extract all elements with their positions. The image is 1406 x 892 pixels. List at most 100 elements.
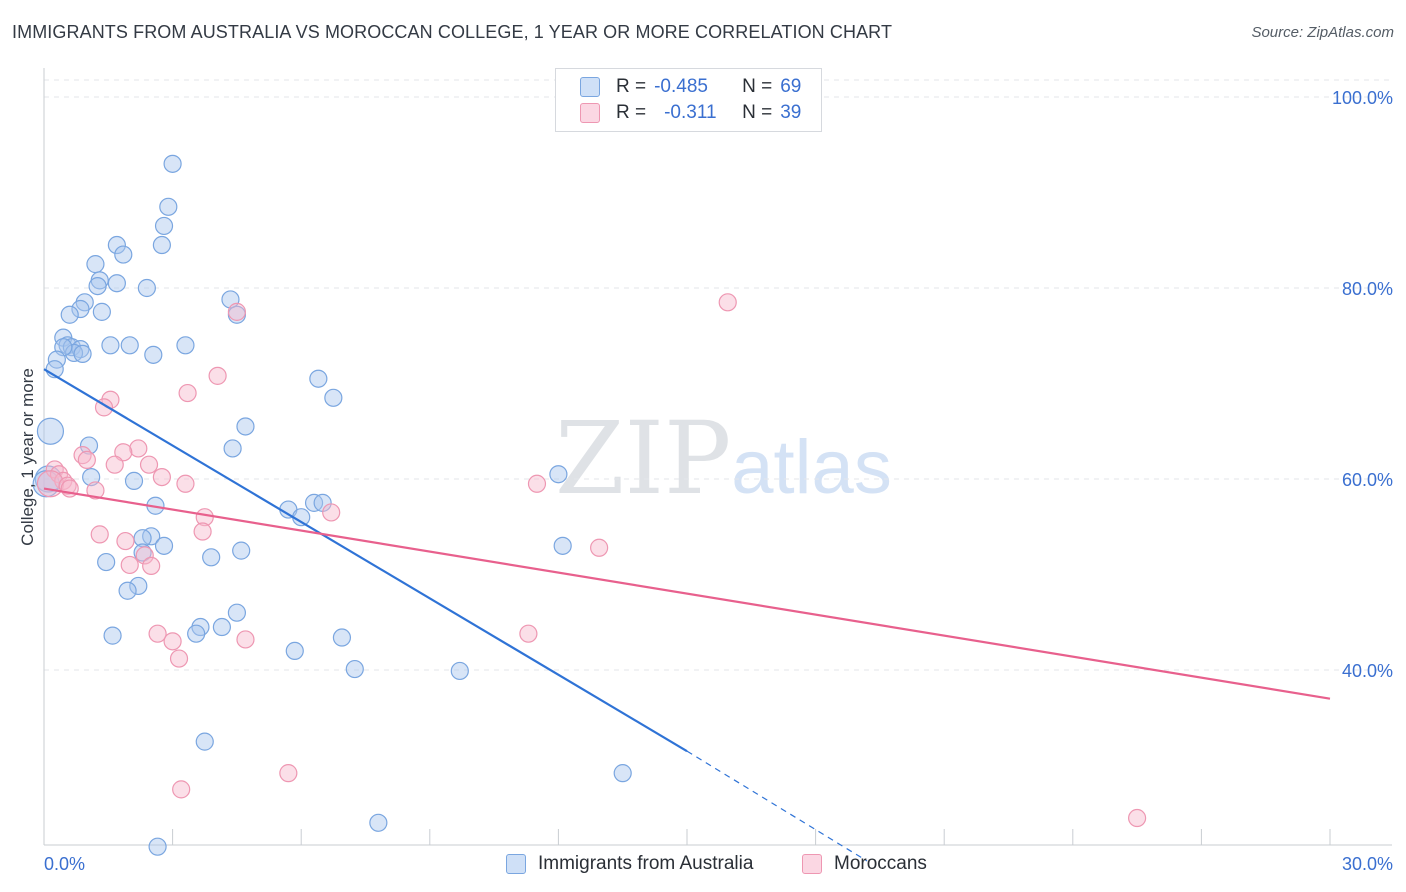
moroccans-trend-line [43,487,1331,700]
moroccans-point [1127,808,1147,828]
australia-point [82,467,101,487]
moroccans-point [279,764,298,783]
y-tick-label: 80.0% [1342,279,1393,299]
y-axis-label: College, 1 year or more [18,368,37,546]
legend-n-value: 69 [780,76,802,97]
moroccans-point [148,624,167,643]
moroccans-point [227,302,246,321]
y-tick-label: 40.0% [1342,661,1393,681]
source-label: Source: ZipAtlas.com [1251,24,1394,41]
australia-point [176,336,195,355]
australia-point [124,471,144,491]
australia-point [212,617,231,637]
legend-r-label: R = [616,76,647,97]
bottom-legend-australia: Immigrants from Australia [506,852,753,876]
australia-point [144,345,163,364]
legend-n-label: N = [742,102,773,123]
australia-point [332,628,352,647]
australia-point [223,439,242,458]
moroccans-point [236,630,255,649]
legend-r-value: -0.485 [654,76,708,97]
australia-point [152,235,171,255]
australia-point [232,541,251,560]
bottom-legend-swatch-australia [506,854,526,874]
moroccans-point [139,455,159,474]
australia-point [86,255,105,274]
australia-point [97,552,116,572]
moroccans-point [193,522,212,541]
australia-point [154,536,174,555]
legend-n-value: 39 [780,102,802,123]
australia-point [36,417,65,445]
australia-point [187,624,206,643]
moroccans-point [163,632,182,651]
legend-row-moroccans: R = -0.311 N = 39 [580,101,801,125]
bottom-legend-moroccans: Moroccans [802,852,927,876]
australia-point [285,641,304,661]
moroccans-point [114,443,133,462]
legend-r-value: -0.311 [664,102,717,123]
australia-point [159,197,178,216]
bottom-legend-swatch-moroccans [802,854,822,874]
moroccans-point [176,474,195,493]
moroccans-point [58,476,77,495]
australia-point [114,245,133,264]
x-tick-label: 30.0% [1342,854,1393,874]
australia-point [34,465,62,493]
legend-row-australia: R = -0.485 N = 69 [580,75,801,99]
australia-point [236,417,255,436]
australia-trend-line [43,368,688,753]
australia-point [369,813,388,832]
australia-point [195,732,214,751]
australia-point [137,278,156,298]
y-tick-label: 100.0% [1332,88,1393,108]
australia-point [133,543,152,562]
moroccans-point [116,531,135,551]
moroccans-point [86,481,105,500]
moroccans-point [527,474,547,493]
moroccans-point [135,546,154,565]
y-tick-label: 60.0% [1342,470,1393,490]
chart-title: IMMIGRANTS FROM AUSTRALIA VS MOROCCAN CO… [12,22,893,42]
moroccans-point [718,293,737,312]
australia-point [107,274,126,293]
stats-legend: R = -0.485 N = 69 R = -0.311 N = 39 [555,68,822,132]
australia-point [549,465,568,484]
legend-swatch-australia [580,77,600,97]
moroccans-point [172,780,191,799]
moroccans-point [169,649,189,668]
legend-r-label: R = [616,102,647,123]
moroccans-point [90,525,109,544]
moroccans-point [105,455,124,474]
australia-point [129,576,148,596]
australia-point [103,626,122,645]
australia-point [101,336,120,355]
australia-point [613,764,632,783]
watermark: ZIPatlas [555,400,892,517]
watermark-zip: ZIP [555,400,732,517]
moroccans-point [322,503,341,522]
australia-point [71,299,90,319]
australia-point [202,548,221,567]
australia-point [118,581,137,600]
moroccans-point [590,538,609,557]
legend-n-label: N = [742,76,773,97]
australia-point [324,388,343,407]
australia-point [107,235,126,255]
moroccans-point [142,556,161,576]
legend-swatch-moroccans [580,103,600,123]
australia-point [79,436,99,455]
australia-point [92,302,111,321]
moroccans-point [519,624,538,643]
australia-point [60,305,79,324]
x-tick-label: 0.0% [44,854,85,874]
bottom-legend-label-australia: Immigrants from Australia [538,853,754,874]
australia-point [154,216,174,236]
moroccans-point [178,383,197,403]
moroccans-point [208,366,227,385]
australia-point [148,837,167,856]
australia-point [88,276,107,296]
australia-point [450,661,469,681]
australia-point [120,336,139,355]
